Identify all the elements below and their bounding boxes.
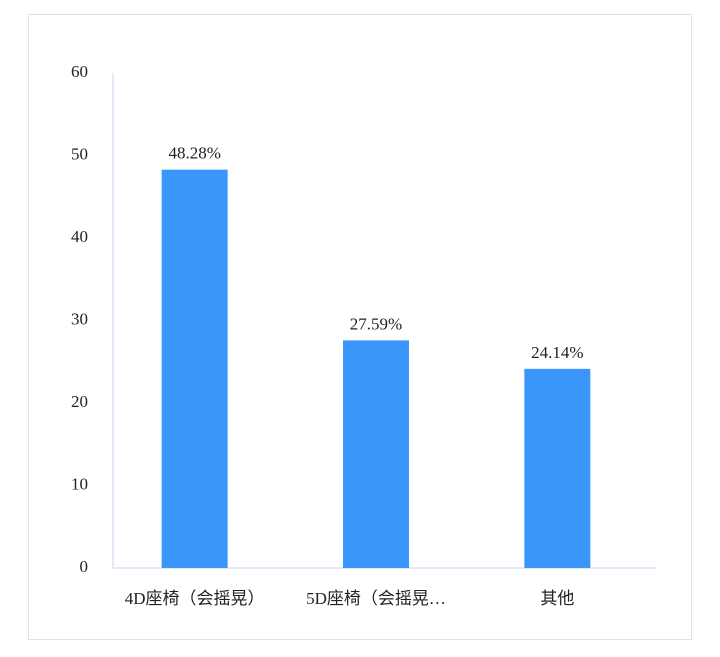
y-tick-label: 10 — [71, 474, 88, 493]
data-label: 27.59% — [350, 314, 402, 333]
x-tick-label: 其他 — [540, 589, 574, 608]
y-tick-label: 0 — [80, 557, 89, 576]
y-tick-label: 50 — [71, 144, 88, 163]
y-tick-label: 30 — [71, 309, 88, 328]
y-tick-label: 60 — [71, 62, 88, 81]
x-tick-label: 4D座椅（会摇晃） — [125, 589, 265, 608]
data-label: 24.14% — [531, 343, 583, 362]
bar — [524, 368, 591, 568]
y-tick-label: 40 — [71, 227, 88, 246]
y-tick-label: 20 — [71, 392, 88, 411]
x-tick-label: 5D座椅（会摇晃… — [306, 589, 446, 608]
bar — [343, 340, 409, 568]
bar — [161, 169, 228, 568]
data-label: 48.28% — [168, 144, 220, 163]
